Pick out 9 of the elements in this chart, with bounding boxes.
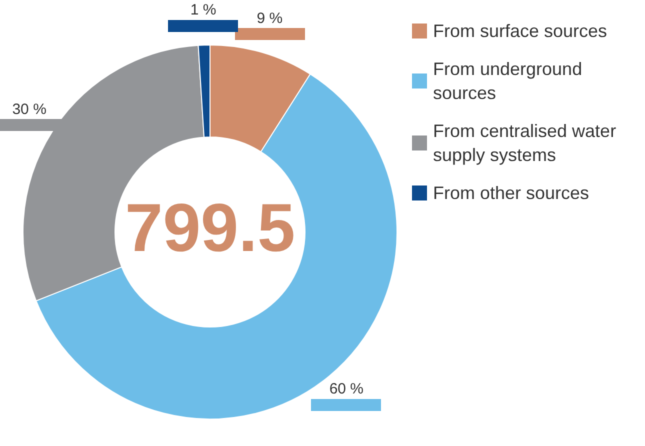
- data-label: 60 %: [329, 380, 364, 398]
- data-label: 1 %: [190, 2, 216, 19]
- legend-label: From other sources: [433, 183, 590, 203]
- data-label: 9 %: [256, 10, 283, 27]
- legend-label: From centralised water supply systems: [433, 121, 616, 165]
- legend-label: From underground sources: [433, 59, 582, 103]
- text: 799.5: [125, 190, 296, 266]
- data-label: 30 %: [12, 100, 46, 118]
- legend-label: From surface sources: [433, 21, 608, 41]
